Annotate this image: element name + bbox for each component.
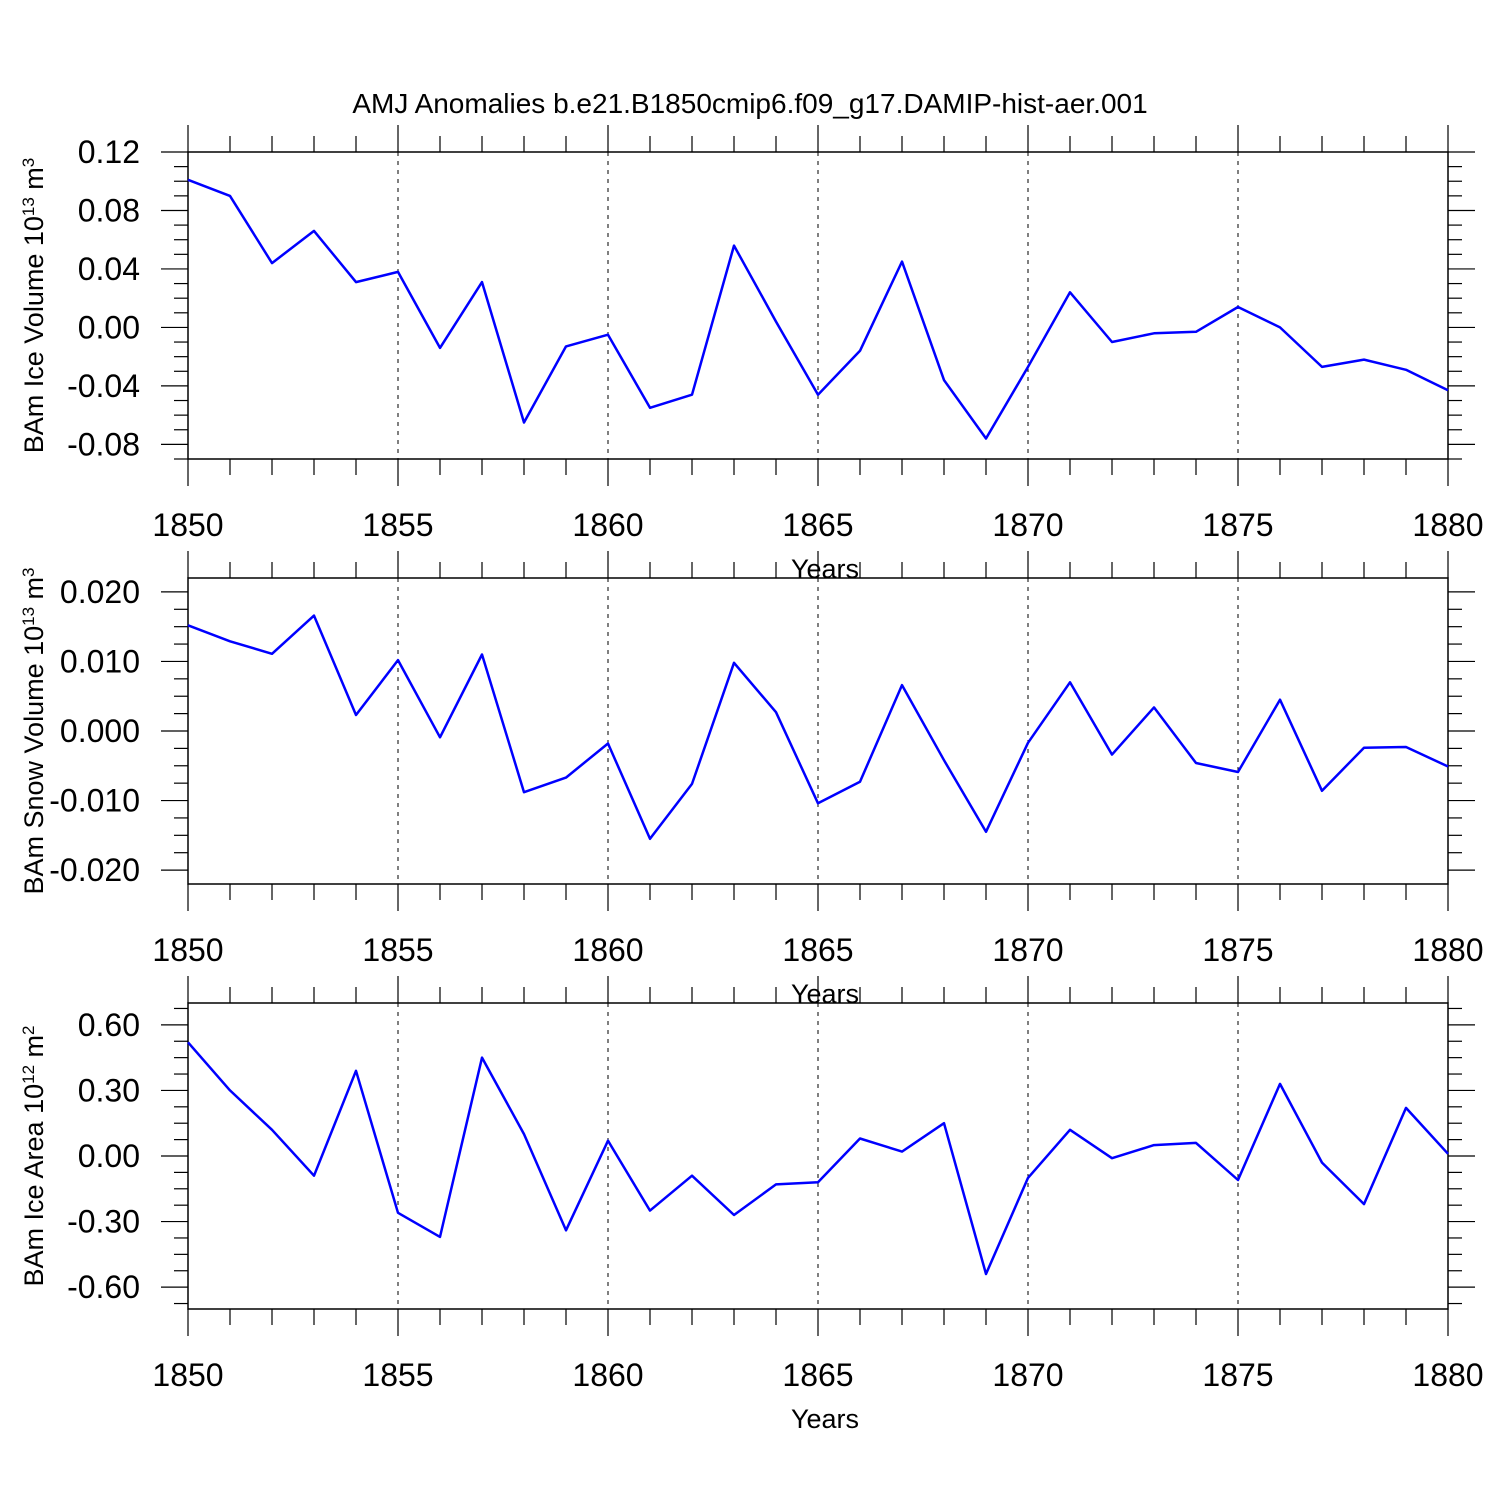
x-tick-label: 1875 bbox=[1202, 507, 1273, 543]
x-tick-label: 1860 bbox=[572, 507, 643, 543]
y-tick-label: -0.08 bbox=[67, 426, 140, 462]
y-tick-label: -0.04 bbox=[67, 368, 140, 404]
panel-3: -0.60 -0.30 0.00 0.30 0.60 1850 1855 1860 1865 18… bbox=[19, 976, 1484, 1434]
y-label-superscript: 3 bbox=[19, 567, 38, 576]
series-line bbox=[187, 614, 1449, 841]
y-tick-label: 0.30 bbox=[78, 1072, 140, 1108]
y-label-superscript: 2 bbox=[19, 1026, 38, 1035]
x-tick-label: 1860 bbox=[572, 932, 643, 968]
x-tick-label: 1870 bbox=[992, 932, 1063, 968]
y-tick-label: 0.04 bbox=[78, 251, 140, 287]
y-label-text: m bbox=[19, 577, 49, 607]
y-label-text: BAm Snow Volume 10 bbox=[19, 626, 49, 895]
y-tick-label: 0.08 bbox=[78, 192, 140, 228]
y-tick-label: 0.000 bbox=[60, 713, 140, 749]
x-tick-label: 1880 bbox=[1412, 1357, 1483, 1393]
x-tick-label: 1865 bbox=[782, 1357, 853, 1393]
panel-2: -0.020 -0.010 0.000 0.010 0.020 1850 1855 1860 1… bbox=[19, 551, 1484, 1009]
x-tick-label: 1870 bbox=[992, 1357, 1063, 1393]
x-tick-label: 1860 bbox=[572, 1357, 643, 1393]
y-tick-label: -0.020 bbox=[49, 852, 140, 888]
x-tick-label: 1850 bbox=[152, 507, 223, 543]
y-tick-label: -0.30 bbox=[67, 1204, 140, 1240]
y-label-superscript: 13 bbox=[19, 607, 38, 626]
x-tick-label: 1855 bbox=[362, 507, 433, 543]
x-axis-label: Years bbox=[791, 554, 859, 584]
y-label-superscript: 13 bbox=[19, 197, 38, 216]
x-tick-label: 1880 bbox=[1412, 932, 1483, 968]
y-axis-label: BAm Snow Volume 1013 m3 bbox=[19, 567, 50, 894]
y-label-superscript: 3 bbox=[19, 158, 38, 167]
chart-title: AMJ Anomalies b.e21.B1850cmip6.f09_g17.D… bbox=[352, 88, 1148, 119]
series-line bbox=[187, 178, 1449, 440]
x-tick-label: 1880 bbox=[1412, 507, 1483, 543]
panel-1: -0.08 -0.04 0.00 0.04 0.08 0.12 1850 1855 1860 18… bbox=[19, 125, 1484, 584]
x-tick-label: 1855 bbox=[362, 1357, 433, 1393]
series-line bbox=[187, 1041, 1449, 1276]
y-axis-label: BAm Ice Area 1012 m2 bbox=[19, 1026, 50, 1287]
y-tick-label: 0.020 bbox=[60, 574, 140, 610]
y-label-text: m bbox=[19, 167, 49, 197]
y-tick-label: 0.60 bbox=[78, 1007, 140, 1043]
x-tick-label: 1855 bbox=[362, 932, 433, 968]
x-tick-label: 1865 bbox=[782, 507, 853, 543]
y-label-superscript: 12 bbox=[19, 1065, 38, 1084]
y-tick-label: 0.010 bbox=[60, 643, 140, 679]
y-tick-label: 0.00 bbox=[78, 1138, 140, 1174]
x-axis-label: Years bbox=[791, 979, 859, 1009]
y-tick-label: -0.010 bbox=[49, 783, 140, 819]
x-tick-label: 1870 bbox=[992, 507, 1063, 543]
y-label-text: m bbox=[19, 1035, 49, 1065]
x-axis-label: Years bbox=[791, 1404, 859, 1434]
y-tick-label: 0.12 bbox=[78, 134, 140, 170]
y-label-text: BAm Ice Area 10 bbox=[19, 1084, 49, 1287]
x-tick-label: 1865 bbox=[782, 932, 853, 968]
x-tick-label: 1850 bbox=[152, 1357, 223, 1393]
y-tick-label: -0.60 bbox=[67, 1269, 140, 1305]
y-label-text: BAm Ice Volume 10 bbox=[19, 216, 49, 453]
y-axis-label: BAm Ice Volume 1013 m3 bbox=[19, 158, 50, 454]
x-tick-label: 1875 bbox=[1202, 932, 1273, 968]
x-tick-label: 1850 bbox=[152, 932, 223, 968]
x-tick-label: 1875 bbox=[1202, 1357, 1273, 1393]
y-tick-label: 0.00 bbox=[78, 309, 140, 345]
